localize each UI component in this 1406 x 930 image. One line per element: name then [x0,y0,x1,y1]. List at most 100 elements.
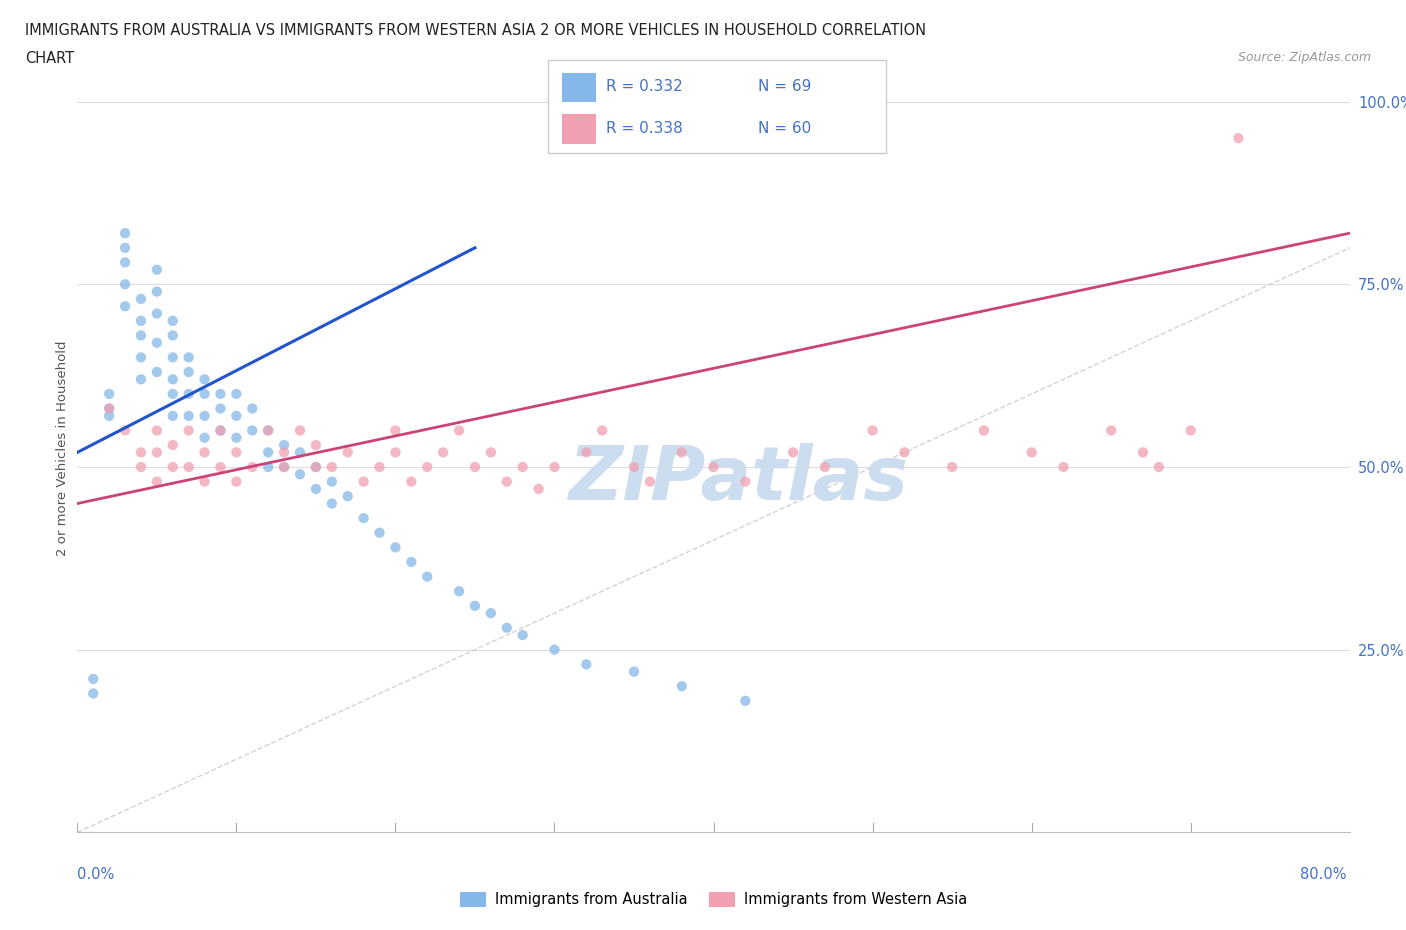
Point [98,408,121,423]
Point [194,408,217,423]
Text: Source: ZipAtlas.com: Source: ZipAtlas.com [1237,51,1371,64]
Point [591,423,613,438]
Point [479,605,502,620]
Point [177,423,200,438]
Point [305,459,328,474]
Point [1099,423,1122,438]
Point [862,423,884,438]
Point [257,423,280,438]
Point [146,423,169,438]
Point [194,445,217,459]
Text: IMMIGRANTS FROM AUSTRALIA VS IMMIGRANTS FROM WESTERN ASIA 2 OR MORE VEHICLES IN : IMMIGRANTS FROM AUSTRALIA VS IMMIGRANTS … [25,23,927,38]
Point [1180,423,1202,438]
Point [368,459,391,474]
Point [401,554,423,569]
Point [225,387,247,402]
Point [177,350,200,365]
Point [449,423,471,438]
Point [129,350,152,365]
Point [82,686,104,701]
Point [368,525,391,540]
Point [1227,131,1250,146]
Point [401,474,423,489]
Point [177,365,200,379]
Point [416,569,439,584]
Point [384,540,406,555]
Text: R = 0.338: R = 0.338 [606,121,682,137]
Point [941,459,963,474]
Point [512,628,534,643]
Point [129,459,152,474]
Point [177,387,200,402]
Point [240,459,263,474]
Point [129,372,152,387]
Point [734,694,756,709]
Point [623,664,645,679]
Point [464,598,486,613]
Point [114,299,136,313]
Point [703,459,725,474]
Legend: Immigrants from Australia, Immigrants from Western Asia: Immigrants from Australia, Immigrants fr… [454,886,973,913]
Point [273,459,295,474]
Point [512,459,534,474]
Point [973,423,995,438]
Point [162,372,184,387]
Point [321,496,343,511]
Point [288,467,311,482]
Point [353,511,375,525]
Point [305,438,328,453]
Point [146,336,169,351]
Point [194,387,217,402]
Point [209,387,232,402]
Point [305,459,328,474]
Point [162,408,184,423]
Text: CHART: CHART [25,51,75,66]
Point [257,459,280,474]
Point [146,262,169,277]
Point [114,423,136,438]
Point [353,474,375,489]
Text: N = 69: N = 69 [758,79,811,95]
Point [543,459,565,474]
Point [162,459,184,474]
Point [638,474,661,489]
Point [129,328,152,343]
Point [543,643,565,658]
Point [146,474,169,489]
Point [1147,459,1170,474]
Point [129,445,152,459]
Point [257,445,280,459]
Point [194,372,217,387]
Point [146,285,169,299]
Point [893,445,915,459]
Point [1132,445,1154,459]
Point [114,255,136,270]
Point [273,438,295,453]
Point [240,401,263,416]
Point [623,459,645,474]
Point [464,459,486,474]
Point [432,445,454,459]
Text: R = 0.332: R = 0.332 [606,79,682,95]
Point [288,423,311,438]
Point [162,313,184,328]
Point [225,431,247,445]
Bar [562,73,596,102]
Point [321,459,343,474]
Point [114,277,136,292]
Point [734,474,756,489]
Point [194,474,217,489]
Point [671,679,693,694]
Point [814,459,837,474]
Point [575,445,598,459]
Point [129,291,152,306]
Bar [562,114,596,144]
Point [495,620,517,635]
Point [273,459,295,474]
Point [225,408,247,423]
Text: N = 60: N = 60 [758,121,811,137]
Point [240,423,263,438]
Point [114,226,136,241]
Point [225,445,247,459]
Point [321,474,343,489]
